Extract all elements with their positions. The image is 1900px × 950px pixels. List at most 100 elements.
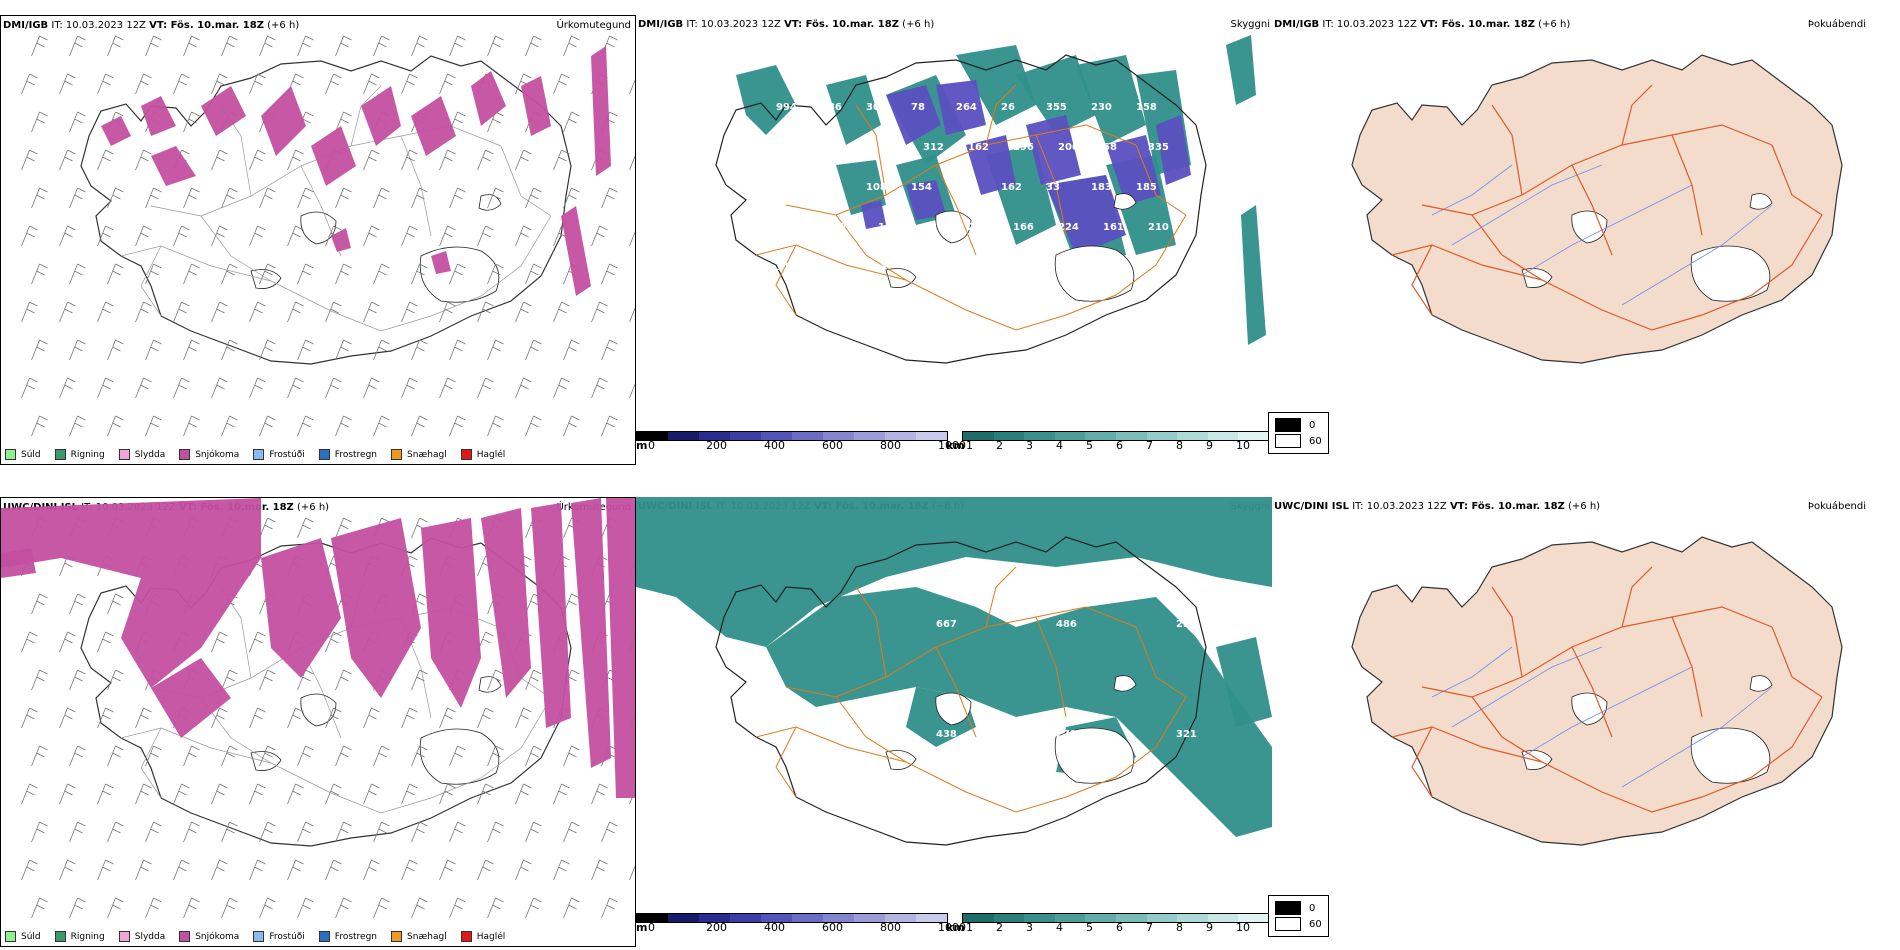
cloud-base-value: 133 (866, 262, 887, 273)
precip-map (21, 35, 635, 437)
tick-km: 10 (1236, 439, 1250, 452)
legend-swatch (179, 931, 191, 942)
legend-swatch (318, 931, 330, 942)
tick-km: 9 (1206, 921, 1213, 934)
cloud-base-value: 312 (923, 142, 944, 153)
iceland-outline (1351, 54, 1843, 364)
cloud-base-value: 210 (1148, 222, 1169, 233)
legend-swatch (253, 931, 265, 942)
legend-swatch (179, 449, 191, 460)
tick-km: 6 (1116, 439, 1123, 452)
legend-label: Slydda (134, 449, 166, 460)
fog-legend-item: 0 (1275, 418, 1322, 432)
tick-km: 6 (1116, 921, 1123, 934)
tick-m: 800 (880, 439, 901, 452)
cloud-base-value: 166 (1013, 222, 1034, 233)
legend-label: Súld (21, 449, 41, 460)
cloud-base-value: 185 (1136, 182, 1157, 193)
panel-title: UWC/DINI ISL IT: 10.03.2023 12Z VT: Fös.… (1274, 501, 1601, 512)
tick-m: 400 (764, 921, 785, 934)
legend-swatch (391, 931, 403, 942)
cloud-base-value: 321 (1176, 729, 1197, 740)
unit-km: km (946, 921, 965, 934)
cloud-purple-areas (861, 80, 1191, 255)
tick-km: 8 (1176, 921, 1183, 934)
fog-legend-swatch (1275, 917, 1301, 931)
cloud-base-value: 162 (968, 142, 989, 153)
legend-label: Frostúði (269, 449, 305, 460)
cloud-panel-bottom: UWC/DINI ISL IT: 10.03.2023 12Z VT: Fös.… (636, 497, 1272, 947)
fog-panel-bottom: UWC/DINI ISL IT: 10.03.2023 12Z VT: Fös.… (1272, 497, 1900, 947)
field-title: Þokuábendi (1807, 501, 1866, 512)
cloud-base-value: 129 (788, 222, 809, 233)
road-network (755, 566, 1187, 813)
cloud-base-value: 161 (1103, 222, 1124, 233)
legend-label: Snæhagl (407, 931, 447, 942)
legend-swatch (118, 449, 130, 460)
cloud-base-value: 162 (1001, 182, 1022, 193)
cloud-base-value: 108 (866, 182, 887, 193)
snow-areas (101, 46, 611, 296)
fog-legend-item: 0 (1275, 901, 1322, 915)
panel-title: DMI/IGB IT: 10.03.2023 12Z VT: Fös. 10.m… (1274, 19, 1571, 30)
cloud-base-value: 355 (1046, 102, 1067, 113)
legend-swatch (318, 449, 330, 460)
cloud-base-value: 186 (878, 142, 899, 153)
precip-legend: Súld Rigning Slydda Snjókoma Frostúði Frostre… (5, 449, 505, 460)
field-title: Þokuábendi (1807, 19, 1866, 30)
cloud-base-value: 183 (1091, 182, 1112, 193)
tick-m: 800 (880, 921, 901, 934)
tick-km: 9 (1206, 439, 1213, 452)
fog-legend-label: 60 (1309, 918, 1322, 930)
fog-legend-swatch (1275, 418, 1301, 432)
cloud-base-value: 230 (1091, 102, 1112, 113)
cloud-base-value: 115 (776, 262, 797, 273)
iceland-outline (715, 54, 1207, 364)
cloud-base-value: 281 (923, 222, 944, 233)
cloud-base-value: 667 (936, 619, 957, 630)
fog-map (1351, 54, 1843, 364)
cloud-base-value: 994 (776, 102, 797, 113)
legend-item: Snæhagl (391, 449, 447, 460)
cloud-base-value: 279 (1056, 729, 1077, 740)
tick-m: 0 (648, 921, 655, 934)
road-network (755, 84, 1187, 331)
legend-label: Snjókoma (195, 931, 240, 942)
cloud-base-value: 30 (866, 102, 880, 113)
legend-swatch (118, 931, 130, 942)
legend-swatch (391, 449, 403, 460)
tick-km: 2 (996, 921, 1003, 934)
iceland-outline (715, 536, 1207, 846)
legend-swatch (253, 449, 265, 460)
cloud-map: 994 686 30 78 264 26 355 230 158 40 140 186 312 162 19… (715, 35, 1266, 364)
panel-title: DMI/IGB IT: 10.03.2023 12Z VT: Fös. 10.m… (638, 19, 935, 30)
cloud-map: 667 486 222 438 279 321 (636, 497, 1272, 846)
legend-item: Haglél (460, 449, 505, 460)
cloud-base-value: 26 (1001, 102, 1015, 113)
snow-areas (1, 498, 635, 798)
legend-label: Slydda (134, 931, 166, 942)
legend-swatch (5, 449, 16, 460)
cloud-base-value: 170 (833, 222, 854, 233)
fog-legend-swatch (1275, 434, 1301, 448)
cloud-base-value: 58 (1103, 142, 1117, 153)
legend-item: Súld (5, 931, 41, 942)
road-network (1391, 566, 1823, 813)
cloud-base-value: 158 (1136, 102, 1157, 113)
legend-label: Frostregn (334, 931, 378, 942)
precip-map (1, 498, 635, 919)
colorbar-m (636, 913, 948, 923)
cloud-base-value: 78 (911, 102, 925, 113)
legend-label: Frostúði (269, 931, 305, 942)
tick-km: 4 (1056, 439, 1063, 452)
legend-swatch (54, 931, 66, 942)
fog-legend-item: 60 (1275, 917, 1322, 931)
tick-km: 8 (1176, 439, 1183, 452)
tick-km: 3 (1026, 439, 1033, 452)
legend-item: Snjókoma (179, 931, 239, 942)
legend-item: Frostregn (318, 931, 378, 942)
fog-legend-label: 0 (1309, 902, 1316, 914)
field-title: Skyggni (1230, 19, 1270, 30)
unit-m: m (636, 439, 648, 452)
cloud-base-value: 123 (821, 262, 842, 273)
